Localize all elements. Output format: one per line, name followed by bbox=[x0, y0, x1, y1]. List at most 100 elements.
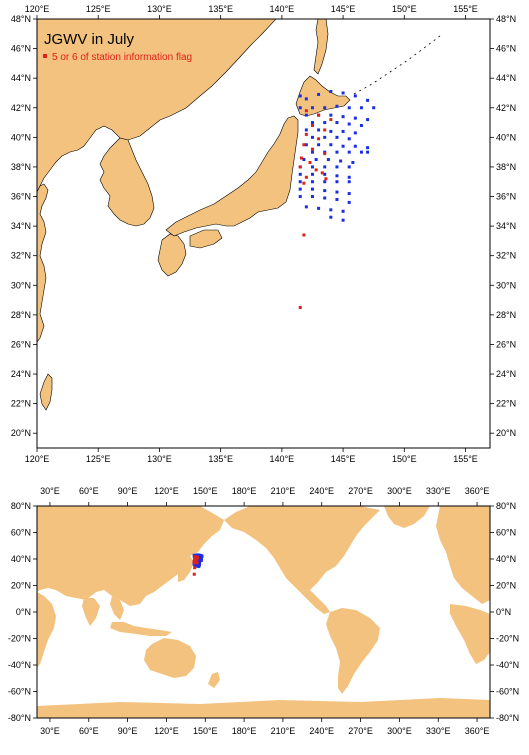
station-point bbox=[347, 180, 351, 184]
station-point bbox=[341, 129, 345, 133]
global-station-point bbox=[199, 558, 203, 562]
global-lon-tick-bottom: 330°E bbox=[426, 726, 451, 736]
regional-land bbox=[37, 19, 441, 411]
regional-lon-tick-bottom: 145°E bbox=[331, 454, 356, 464]
regional-lat-tick-left: 28°N bbox=[11, 310, 31, 320]
regional-lon-tick-bottom: 130°E bbox=[147, 454, 172, 464]
flagged-station-point bbox=[299, 156, 303, 160]
station-point bbox=[347, 165, 351, 169]
land-taiwan bbox=[39, 373, 53, 411]
station-point bbox=[359, 124, 363, 128]
regional-lon-tick-top: 120°E bbox=[25, 4, 50, 14]
station-point bbox=[347, 122, 351, 126]
global-lat-tick-left: 40°N bbox=[11, 554, 31, 564]
global-lat-tick-right: 60°N bbox=[496, 528, 516, 538]
land-shikoku bbox=[189, 229, 223, 249]
station-point bbox=[335, 197, 339, 201]
land-honshu bbox=[165, 115, 299, 237]
station-point bbox=[310, 180, 314, 184]
land-eurasia bbox=[37, 506, 224, 606]
land-china-east bbox=[37, 183, 49, 343]
station-point bbox=[329, 215, 333, 219]
global-map-frame: 30°E 30°E 60°E 60°E 90°E 90°E 120°E 120°E 150°E 1… bbox=[8, 486, 519, 736]
global-lon-tick-top: 150°E bbox=[193, 486, 218, 496]
station-point bbox=[298, 195, 302, 199]
regional-lat-tick-left: 26°N bbox=[11, 339, 31, 349]
flagged-station-point bbox=[320, 171, 324, 175]
station-point bbox=[347, 200, 351, 204]
flagged-station-point bbox=[317, 113, 321, 117]
flagged-station-point bbox=[310, 124, 314, 128]
regional-lat-tick-left: 44°N bbox=[11, 73, 31, 83]
global-lon-tick-top: 300°E bbox=[387, 486, 412, 496]
station-point bbox=[335, 174, 339, 178]
station-point bbox=[323, 121, 327, 125]
land-south-america bbox=[326, 608, 380, 694]
global-lat-tick-right: 20°N bbox=[496, 581, 516, 591]
station-point bbox=[317, 143, 321, 147]
legend-swatch bbox=[43, 54, 47, 58]
station-point bbox=[353, 144, 357, 148]
global-lat-tick-left: -20°N bbox=[8, 634, 31, 644]
flagged-station-point bbox=[323, 152, 327, 156]
station-point bbox=[323, 180, 327, 184]
global-lat-tick-right: -20°N bbox=[496, 634, 519, 644]
global-lat-tick-left: 20°N bbox=[11, 581, 31, 591]
regional-lat-tick-right: 46°N bbox=[496, 44, 516, 54]
regional-lat-tick-right: 40°N bbox=[496, 132, 516, 142]
flagged-station-point bbox=[302, 181, 306, 185]
regional-lat-tick-right: 24°N bbox=[496, 369, 516, 379]
land-africa bbox=[37, 592, 56, 668]
station-point bbox=[335, 121, 339, 125]
land-australia bbox=[144, 638, 196, 678]
station-point bbox=[323, 165, 327, 169]
global-land bbox=[37, 506, 490, 718]
regional-lat-tick-left: 36°N bbox=[11, 192, 31, 202]
land-north-america bbox=[224, 506, 380, 592]
station-point bbox=[335, 190, 339, 194]
regional-lat-tick-right: 38°N bbox=[496, 162, 516, 172]
regional-lon-tick-top: 150°E bbox=[392, 4, 417, 14]
land-indonesia bbox=[110, 622, 172, 636]
land-greenland bbox=[384, 506, 430, 528]
station-point bbox=[366, 118, 370, 122]
land-japan bbox=[178, 556, 194, 582]
station-point bbox=[335, 135, 339, 139]
global-lon-tick-top: 240°E bbox=[309, 486, 334, 496]
station-point bbox=[366, 146, 370, 150]
regional-lon-tick-top: 155°E bbox=[453, 4, 478, 14]
flagged-station-point bbox=[323, 128, 327, 132]
global-flagged-station-point bbox=[193, 561, 197, 565]
global-lat-tick-right: -40°N bbox=[496, 660, 519, 670]
regional-ticks: 120°E 120°E 125°E 125°E 130°E 130°E 135°E 135°E… bbox=[11, 4, 516, 464]
regional-lon-tick-bottom: 125°E bbox=[86, 454, 111, 464]
land-kyushu bbox=[157, 233, 187, 277]
station-point bbox=[341, 218, 345, 222]
global-lat-tick-left: 80°N bbox=[11, 501, 31, 511]
global-lat-tick-left: 0°N bbox=[16, 607, 31, 617]
flagged-station-point bbox=[308, 160, 312, 164]
global-lat-tick-left: 60°N bbox=[11, 528, 31, 538]
station-point bbox=[347, 137, 351, 141]
land-india bbox=[82, 598, 100, 626]
global-lat-tick-right: 0°N bbox=[496, 607, 511, 617]
regional-lat-tick-right: 32°N bbox=[496, 251, 516, 261]
station-point bbox=[347, 106, 351, 110]
station-point bbox=[372, 106, 376, 110]
regional-lat-tick-left: 46°N bbox=[11, 44, 31, 54]
global-lon-tick-bottom: 90°E bbox=[118, 726, 138, 736]
regional-lat-tick-left: 20°N bbox=[11, 428, 31, 438]
global-lon-tick-bottom: 60°E bbox=[79, 726, 99, 736]
land-nz bbox=[208, 672, 220, 688]
station-point bbox=[326, 158, 330, 162]
regional-lat-tick-right: 34°N bbox=[496, 221, 516, 231]
global-lon-tick-top: 180°E bbox=[232, 486, 257, 496]
regional-lat-tick-left: 22°N bbox=[11, 399, 31, 409]
regional-lat-tick-right: 26°N bbox=[496, 339, 516, 349]
flagged-station-point bbox=[298, 305, 302, 309]
regional-lat-tick-right: 44°N bbox=[496, 73, 516, 83]
station-point bbox=[298, 94, 302, 98]
station-point bbox=[310, 165, 314, 169]
station-point bbox=[304, 113, 308, 117]
